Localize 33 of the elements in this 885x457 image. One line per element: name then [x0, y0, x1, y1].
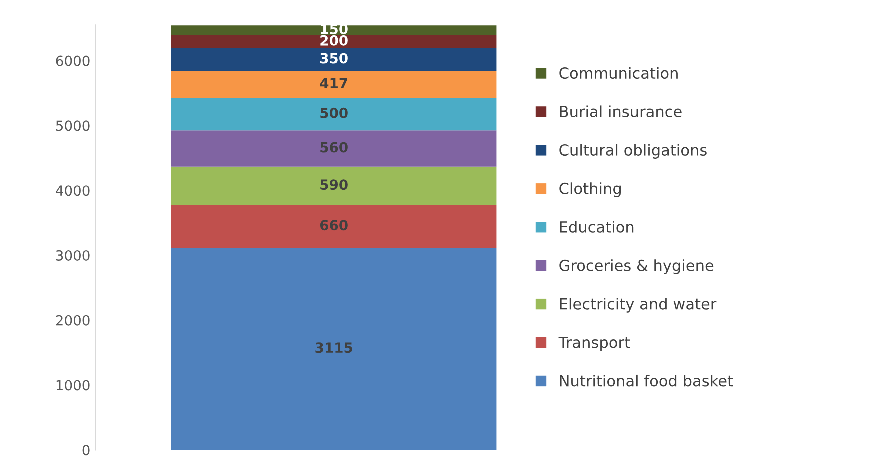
bar [171, 98, 497, 131]
y-tick-label: 5000 [56, 120, 90, 132]
data-label: 660 [320, 220, 348, 231]
bar [171, 166, 497, 206]
bar [171, 48, 497, 72]
legend-label: Nutritional food basket [560, 374, 734, 387]
bar [171, 248, 497, 450]
y-tick-label: 1000 [56, 380, 90, 391]
legend-label: Education [560, 221, 634, 233]
legend-label: Burial insurance [560, 106, 682, 118]
bar [171, 205, 497, 248]
bar [171, 71, 497, 98]
data-label: 500 [320, 108, 348, 118]
data-label: 3115 [316, 342, 352, 354]
legend-label: Transport [558, 336, 630, 352]
y-tick-label: 2000 [56, 315, 90, 326]
y-tick-label: 6000 [56, 56, 90, 66]
legend-label: Cultural obligations [560, 144, 707, 159]
legend-label: Clothing [560, 182, 621, 198]
bar [171, 26, 497, 36]
legend-label: Electricity and water [560, 298, 717, 313]
data-label: 350 [320, 53, 348, 64]
y-tick-label: 0 [82, 445, 90, 456]
legend-label: Groceries & hygiene [560, 260, 714, 274]
bar [171, 35, 497, 48]
y-tick-label: 4000 [56, 186, 90, 196]
y-tick-label: 3000 [56, 250, 90, 261]
data-label: 590 [320, 180, 348, 190]
legend-label: Communication [560, 67, 678, 80]
data-label: 200 [320, 35, 348, 46]
data-label: 417 [320, 78, 348, 88]
data-label: 560 [320, 142, 348, 153]
bar [171, 130, 497, 167]
